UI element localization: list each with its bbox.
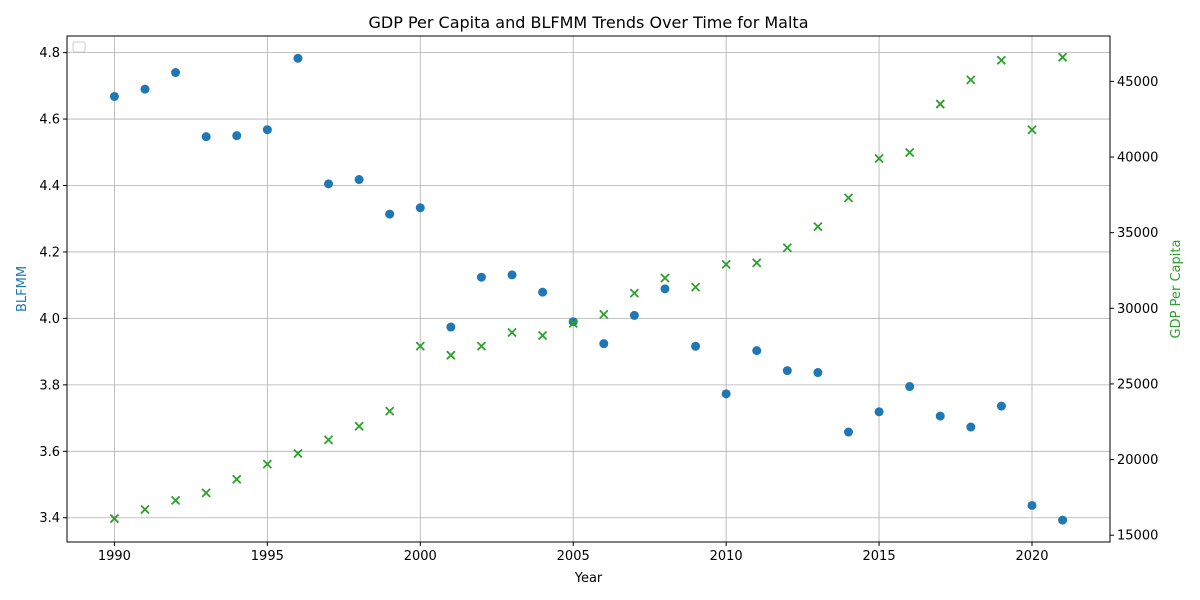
blfmm-point — [660, 284, 670, 294]
gdp-point — [752, 258, 762, 268]
gdp-point — [201, 488, 211, 498]
blfmm-point — [232, 131, 242, 141]
y-left-tick-label: 4.8 — [39, 46, 60, 61]
blfmm-point — [538, 287, 548, 297]
gdp-point — [170, 495, 181, 506]
gdp-point — [232, 474, 242, 484]
x-tick-label: 1995 — [251, 549, 284, 564]
blfmm-point — [109, 91, 119, 101]
gdp-point — [966, 75, 976, 85]
x-tick-label: 2015 — [863, 549, 896, 564]
blfmm-point — [140, 84, 150, 94]
y-left-tick-label: 3.4 — [39, 511, 60, 526]
y-right-tick-label: 20000 — [1117, 453, 1158, 468]
y-left-tick-label: 3.6 — [39, 445, 60, 460]
blfmm-point — [1027, 500, 1037, 510]
blfmm-point — [324, 179, 334, 189]
blfmm-point — [691, 341, 701, 351]
blfmm-point — [966, 422, 976, 432]
gdp-point — [813, 221, 823, 232]
gdp-point — [1057, 52, 1068, 62]
gdp-point — [1027, 125, 1037, 135]
gdp-point — [323, 435, 334, 445]
y-right-tick-label: 30000 — [1117, 302, 1158, 317]
blfmm-point — [599, 339, 609, 349]
gdp-point — [568, 318, 578, 329]
legend-box — [72, 41, 86, 53]
gdp-point — [476, 341, 487, 351]
blfmm-point — [721, 389, 731, 399]
blfmm-point — [905, 382, 915, 392]
x-tick-label: 2010 — [710, 549, 743, 564]
blfmm-point — [568, 317, 578, 327]
gdp-point — [385, 406, 395, 416]
blfmm-point — [476, 272, 486, 282]
grid — [67, 36, 1110, 542]
y-axis-right: 15000 20000 25000 30000 35000 40000 45000 — [1110, 75, 1158, 544]
gdp-point — [935, 99, 945, 109]
blfmm-point — [171, 68, 181, 78]
y-right-tick-label: 40000 — [1117, 151, 1158, 166]
x-axis: 1990 1995 2000 2005 2010 2015 2020 — [98, 542, 1049, 564]
y-axis-right-title: GDP Per Capita — [1169, 240, 1184, 339]
y-left-tick-label: 4.0 — [39, 312, 60, 327]
y-axis-left: 3.4 3.6 3.8 4.0 4.2 4.4 4.6 4.8 — [39, 46, 67, 526]
blfmm-point — [446, 322, 456, 332]
blfmm-point — [415, 203, 425, 213]
gdp-point — [415, 341, 425, 351]
blfmm-point — [874, 407, 884, 417]
gdp-point — [354, 421, 364, 431]
gdp-point — [629, 288, 640, 298]
blfmm-point — [996, 401, 1006, 411]
gdp-point — [874, 153, 884, 164]
gdp-point — [690, 282, 701, 292]
gdp-point — [262, 459, 272, 469]
blfmm-point — [1058, 515, 1068, 525]
blfmm-point — [262, 125, 272, 135]
x-tick-label: 2020 — [1015, 549, 1048, 564]
y-left-tick-label: 4.2 — [39, 245, 60, 260]
gdp-point — [660, 273, 670, 283]
blfmm-point — [935, 411, 945, 421]
gdp-point — [140, 504, 150, 515]
blfmm-point — [752, 346, 762, 356]
gdp-point — [293, 448, 303, 459]
blfmm-point — [507, 270, 517, 280]
blfmm-point — [782, 366, 792, 376]
y-left-tick-label: 4.4 — [39, 179, 60, 194]
gdp-point — [905, 147, 915, 158]
blfmm-point — [201, 132, 211, 142]
plot-frame — [66, 35, 1111, 543]
gdp-point — [537, 330, 548, 341]
y-left-tick-label: 3.8 — [39, 378, 60, 393]
gdp-point — [109, 513, 120, 524]
y-right-tick-label: 45000 — [1117, 75, 1158, 90]
gdp-point — [446, 350, 456, 360]
gdp-point — [996, 55, 1007, 65]
y-right-tick-label: 15000 — [1117, 529, 1158, 544]
x-tick-label: 1990 — [98, 549, 131, 564]
x-tick-label: 2005 — [557, 549, 590, 564]
blfmm-point — [354, 175, 364, 185]
x-tick-label: 2000 — [404, 549, 437, 564]
gdp-point — [599, 309, 609, 319]
gdp-point — [721, 259, 731, 270]
blfmm-point — [293, 53, 303, 63]
gdp-point — [507, 327, 517, 338]
x-axis-title: Year — [574, 571, 603, 586]
data-marks — [109, 52, 1068, 525]
gdp-point — [843, 193, 854, 203]
blfmm-point — [843, 427, 853, 437]
blfmm-point — [813, 368, 823, 378]
y-right-tick-label: 35000 — [1117, 226, 1158, 241]
blfmm-point — [385, 209, 395, 219]
gdp-point — [782, 243, 792, 253]
y-axis-left-title: BLFMM — [15, 266, 30, 312]
y-left-tick-label: 4.6 — [39, 113, 60, 128]
y-right-tick-label: 25000 — [1117, 377, 1158, 392]
chart-title: GDP Per Capita and BLFMM Trends Over Tim… — [369, 13, 809, 32]
blfmm-point — [629, 310, 639, 320]
